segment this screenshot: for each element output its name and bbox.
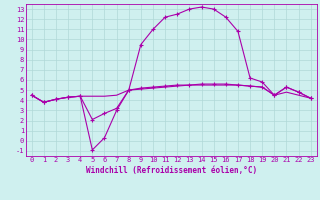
X-axis label: Windchill (Refroidissement éolien,°C): Windchill (Refroidissement éolien,°C)	[86, 166, 257, 175]
